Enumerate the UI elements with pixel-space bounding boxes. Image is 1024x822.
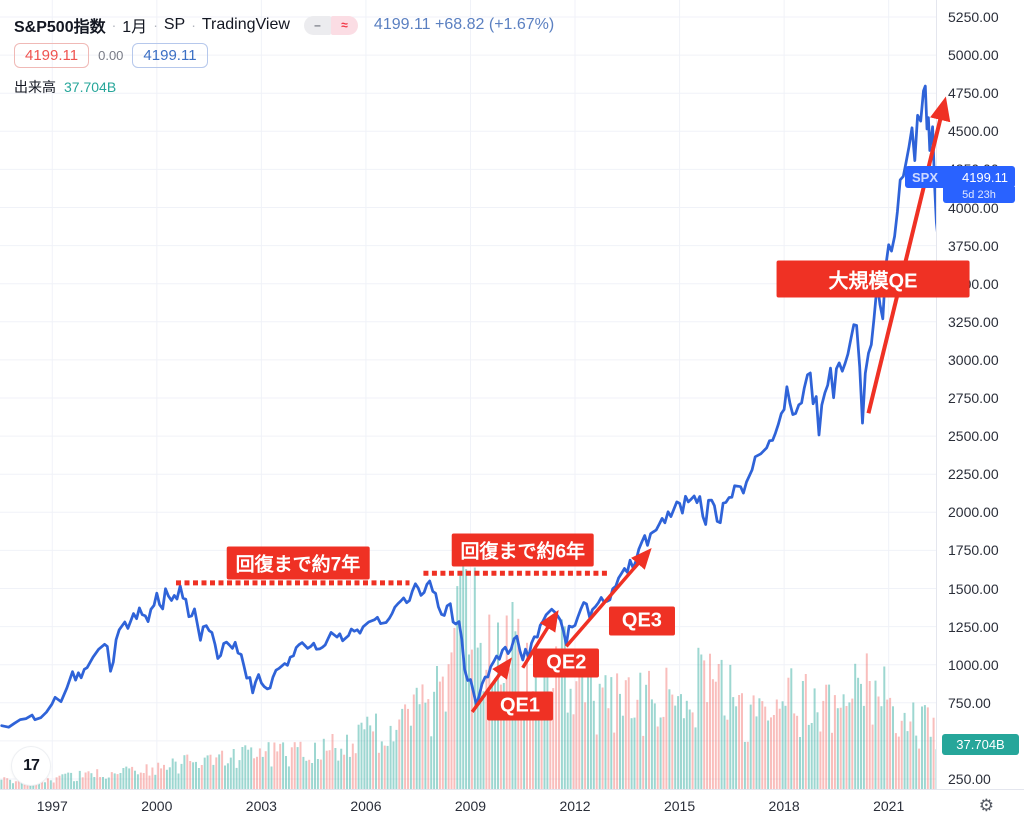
price-tick-label: 5250.00 (948, 9, 999, 25)
interval-label[interactable]: 1月 (122, 19, 148, 36)
gear-icon[interactable]: ⚙ (978, 796, 994, 815)
price-tick-label: 3000.00 (948, 351, 999, 368)
exchange-label: SP (163, 16, 186, 33)
wave-toggle-icon[interactable]: ≈ (330, 15, 358, 35)
volume-study-label[interactable]: 出来高 (14, 79, 56, 95)
bar-close-countdown: 5d 23h (943, 187, 1015, 203)
price-tick-label: 5000.00 (948, 47, 999, 64)
ask-price-box[interactable]: 4199.11 (132, 43, 208, 68)
price-tick-label: 1500.00 (948, 580, 999, 597)
year-tick-label: 2009 (454, 798, 487, 814)
price-tick-label: 4000.00 (948, 199, 999, 216)
year-tick-label: 2006 (350, 798, 382, 814)
annotation-large-scale-qe: 大規模QE (776, 260, 970, 298)
chart-legend: S&P500指数 · 1月 · SP · TradingView – ≈ 419… (14, 14, 554, 97)
year-tick-label: 1997 (36, 798, 68, 814)
last-price-value: 4199.11 (961, 169, 1008, 185)
price-tick-label: 2250.00 (948, 466, 999, 483)
annotation-qe2: QE2 (533, 648, 600, 678)
price-tick-label: 4750.00 (948, 85, 999, 102)
time-axis[interactable]: ⚙ 1997 2000 2003 2006 2009 2012 2015 2018 2021 (0, 789, 1024, 822)
price-tick-label: 3750.00 (948, 237, 999, 254)
price-tick-label: 2500.00 (948, 428, 999, 445)
price-tick-label: 1000.00 (948, 656, 999, 673)
volume-study-value: 37.704B (64, 79, 117, 95)
separator-dot: · (153, 17, 158, 33)
year-tick-label: 2000 (141, 798, 173, 814)
symbol-tag: SPX (912, 169, 939, 185)
bid-price-box[interactable]: 4199.11 (14, 43, 90, 68)
last-price-axis-label: SPX 4199.11 (905, 166, 1015, 188)
price-axis[interactable]: 5250.005000.004750.004500.004250.004000.… (936, 0, 1024, 790)
separator-dot: · (191, 17, 196, 33)
price-tick-label: 2750.00 (948, 390, 999, 406)
annotation-recovery-6yr: 回復まで約6年 (451, 533, 595, 567)
year-tick-label: 2003 (245, 798, 277, 814)
tradingview-logo[interactable]: 17 (12, 747, 50, 785)
price-tick-label: 3250.00 (948, 313, 999, 330)
year-tick-label: 2012 (559, 798, 591, 814)
provider-label[interactable]: TradingView (201, 16, 290, 33)
annotation-qe3: QE3 (608, 606, 675, 635)
separator-dot: · (111, 17, 117, 33)
price-tick-label: 250.00 (948, 771, 991, 787)
year-tick-label: 2021 (873, 798, 905, 814)
price-tick-label: 1750.00 (948, 542, 999, 559)
symbol-title[interactable]: S&P500指数 (14, 19, 106, 36)
header-last-price: 4199.11 (373, 16, 431, 33)
header-change: +68.82 (+1.67%) (435, 16, 555, 33)
price-tick-label: 1250.00 (948, 618, 999, 635)
year-tick-label: 2015 (663, 798, 696, 814)
price-tick-label: 4500.00 (948, 123, 999, 140)
price-tick-label: 750.00 (948, 694, 991, 711)
year-tick-label: 2018 (768, 798, 800, 814)
volume-axis-label: 37.704B (942, 734, 1019, 755)
annotation-recovery-7yr: 回復まで約7年 (226, 546, 370, 580)
price-tick-label: 2000.00 (948, 504, 999, 521)
price-chart-canvas[interactable] (0, 0, 945, 790)
minimize-toggle-icon[interactable]: – (303, 15, 331, 35)
chart-style-toggle[interactable]: – ≈ (303, 15, 358, 35)
annotation-qe1: QE1 (486, 691, 553, 721)
spread-value: 0.00 (98, 48, 124, 63)
